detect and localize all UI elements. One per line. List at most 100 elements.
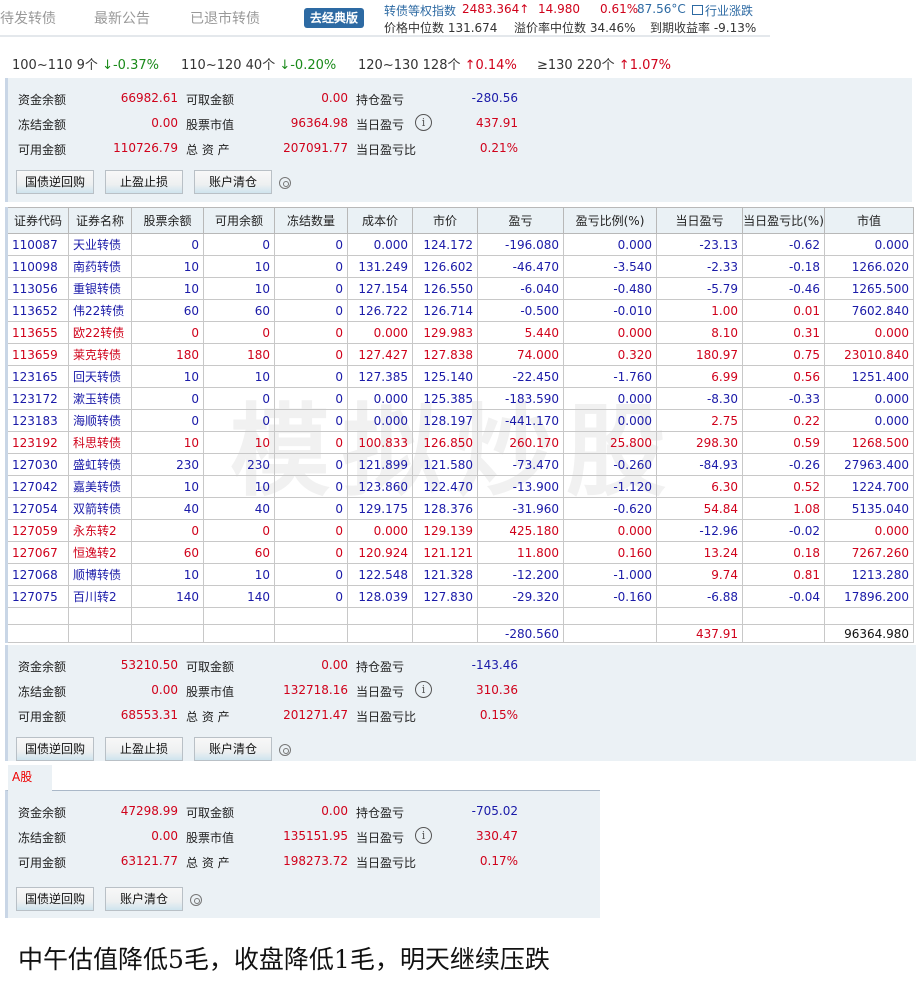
header-frozen[interactable]: 冻结数量 [274,207,348,234]
info-icon[interactable]: i [415,681,432,698]
stop-profit-loss-button[interactable]: 止盈止损 [105,170,183,194]
cell-code: 113655 [6,321,69,344]
position-pl-label: 持仓盈亏 [356,660,405,674]
daily-pl-ratio-label: 当日盈亏比 [356,143,417,157]
table-row[interactable]: 113652 伟22转债 60 60 0 126.722 126.714 -0.500 -0.0… [6,299,914,322]
ytm: 到期收益率 -9.13% [650,21,757,35]
clear-account-button[interactable]: 账户清仓 [105,887,183,911]
header-name[interactable]: 证券名称 [68,207,132,234]
cell-market-value: 7267.260 [824,541,914,564]
header-code[interactable]: 证券代码 [6,207,69,234]
cell-market-value: 1213.280 [824,563,914,586]
total-assets-value: 198273.72 [283,854,348,868]
table-row[interactable]: 110098 南药转债 10 10 0 131.249 126.602 -46.470 -3.5… [6,255,914,278]
cell-pl: -6.040 [477,277,564,300]
cell-price: 122.470 [412,475,478,498]
cell-market-value: 1265.500 [824,277,914,300]
settings-icon[interactable] [279,177,291,189]
cell-price: 127.838 [412,343,478,366]
table-row[interactable]: 127067 恒逸转2 60 60 0 120.924 121.121 11.800 0.160… [6,541,914,564]
clear-account-button[interactable]: 账户清仓 [194,170,272,194]
table-row[interactable]: 123192 科思转债 10 10 0 100.833 126.850 260.170 25.8… [6,431,914,454]
header-pl-ratio[interactable]: 盈亏比例(%) [563,207,657,234]
tab-delisted-bonds[interactable]: 已退市转债 [190,11,260,27]
daily-pl-value: 330.47 [476,829,518,843]
cell-balance: 10 [131,277,204,300]
reverse-repo-button[interactable]: 国债逆回购 [16,170,94,194]
cell-balance: 0 [131,321,204,344]
header-daily-pl-ratio[interactable]: 当日盈亏比(%) [742,207,825,234]
table-row[interactable]: 127054 双箭转债 40 40 0 129.175 128.376 -31.960 -0.6… [6,497,914,520]
cell-pl: -46.470 [477,255,564,278]
table-row[interactable]: 113056 重银转债 10 10 0 127.154 126.550 -6.040 -0.48… [6,277,914,300]
info-icon[interactable]: i [415,827,432,844]
table-row[interactable]: 127042 嘉美转债 10 10 0 123.860 122.470 -13.900 -1.1… [6,475,914,498]
cell-daily-pl: 2.75 [656,409,743,432]
cell-frozen: 0 [274,299,348,322]
header-daily-pl[interactable]: 当日盈亏 [656,207,743,234]
daily-pl-label: 当日盈亏 [356,118,405,132]
empty-cell [203,624,275,643]
header-balance[interactable]: 股票余额 [131,207,204,234]
empty-cell [6,607,69,625]
cell-daily-pl-ratio: -0.26 [742,453,825,476]
table-row[interactable]: 113655 欧22转债 0 0 0 0.000 129.983 5.440 0.000 8.10… [6,321,914,344]
tab-a-shares[interactable]: A股 [8,765,52,791]
table-row[interactable]: 127068 顺博转债 10 10 0 122.548 121.328 -12.200 -1.0… [6,563,914,586]
table-row[interactable]: 110087 天业转债 0 0 0 0.000 124.172 -196.080 0.000 -2… [6,233,914,256]
header-available[interactable]: 可用余额 [203,207,275,234]
table-row[interactable]: 123165 回天转债 10 10 0 127.385 125.140 -22.450 -1.7… [6,365,914,388]
header-cost[interactable]: 成本价 [347,207,413,234]
cell-daily-pl-ratio: -0.02 [742,519,825,542]
cell-market-value: 17896.200 [824,585,914,608]
table-row[interactable]: 127030 盛虹转债 230 230 0 121.899 121.580 -73.470 -0… [6,453,914,476]
classic-version-button[interactable]: 去经典版 [304,8,364,28]
clear-account-button[interactable]: 账户清仓 [194,737,272,761]
table-row[interactable]: 113659 莱克转债 180 180 0 127.427 127.838 74.000 0.3… [6,343,914,366]
empty-cell [563,624,657,643]
industry-link[interactable]: 行业涨跌 [692,2,753,19]
tab-latest-announcements[interactable]: 最新公告 [94,11,150,27]
cell-cost: 122.548 [347,563,413,586]
reverse-repo-button[interactable]: 国债逆回购 [16,887,94,911]
header-market-value[interactable]: 市值 [824,207,914,234]
range-label: 120~130 128个 [358,58,461,73]
settings-icon[interactable] [279,744,291,756]
cell-market-value: 0.000 [824,409,914,432]
cell-code: 127030 [6,453,69,476]
info-icon[interactable]: i [415,114,432,131]
empty-row [6,607,914,625]
header-price[interactable]: 市价 [412,207,478,234]
cell-market-value: 0.000 [824,233,914,256]
cell-name: 重银转债 [68,277,132,300]
cell-available: 0 [203,233,275,256]
range-label: 110~120 40个 [181,58,276,73]
reverse-repo-button[interactable]: 国债逆回购 [16,737,94,761]
cell-available: 40 [203,497,275,520]
stop-profit-loss-button[interactable]: 止盈止损 [105,737,183,761]
cell-code: 127054 [6,497,69,520]
cell-daily-pl-ratio: 0.31 [742,321,825,344]
cell-cost: 127.385 [347,365,413,388]
table-row[interactable]: 127059 永东转2 0 0 0 0.000 129.139 425.180 0.000 -12… [6,519,914,542]
cell-daily-pl-ratio: 0.22 [742,409,825,432]
cell-pl-ratio: -0.480 [563,277,657,300]
table-row[interactable]: 127075 百川转2 140 140 0 128.039 127.830 -29.320 -0… [6,585,914,608]
cell-available: 230 [203,453,275,476]
tab-pending-bonds[interactable]: 待发转债 [0,11,56,27]
cell-market-value: 1224.700 [824,475,914,498]
cell-balance: 60 [131,541,204,564]
withdrawable-value: 0.00 [321,658,348,672]
empty-cell [68,607,132,625]
empty-cell [347,624,413,643]
table-row[interactable]: 123172 漱玉转债 0 0 0 0.000 125.385 -183.590 0.000 -8… [6,387,914,410]
cell-available: 10 [203,277,275,300]
header-pl[interactable]: 盈亏 [477,207,564,234]
table-row[interactable]: 123183 海顺转债 0 0 0 0.000 128.197 -441.170 0.000 2.… [6,409,914,432]
settings-icon[interactable] [190,894,202,906]
cell-pl-ratio: 0.320 [563,343,657,366]
range-item: 120~130 128个 ↑0.14% [358,54,517,73]
range-change: ↓-0.20% [279,58,337,73]
total-assets-label: 总 资 产 [186,143,230,157]
cell-code: 123183 [6,409,69,432]
